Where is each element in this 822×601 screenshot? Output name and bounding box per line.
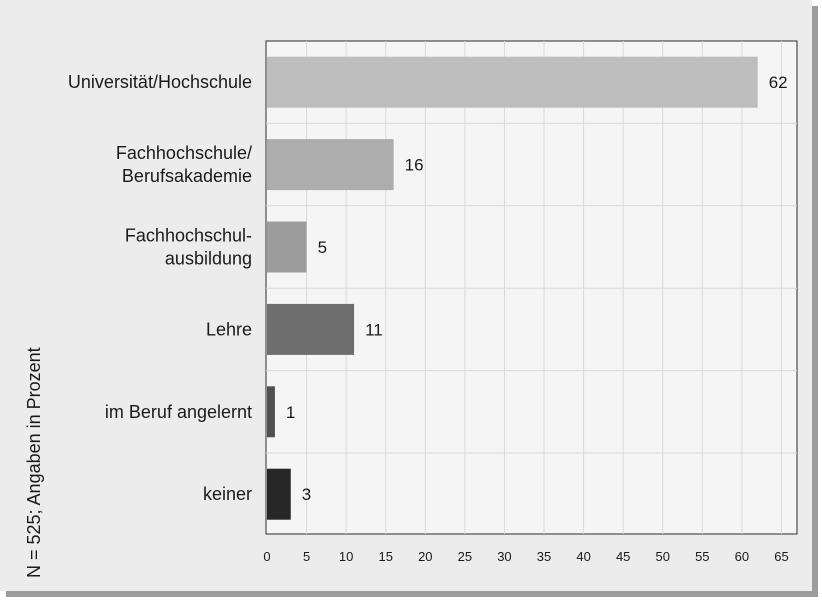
category-label: Fachhochschule/Berufsakademie: [116, 143, 252, 186]
x-axis-ticks: 0 5 10 15 20 25 30 35 40 45 50 55 60 65: [263, 549, 788, 564]
sample-size-note: N = 525; Angaben in Prozent: [24, 347, 44, 578]
bar: [267, 221, 307, 273]
category-labels: Universität/Hochschule Fachhochschule/Ber…: [68, 72, 252, 504]
bar: [267, 56, 758, 108]
x-tick-label: 5: [303, 549, 310, 564]
x-tick-label: 30: [497, 549, 511, 564]
x-tick-label: 40: [576, 549, 590, 564]
grid-lines: [266, 41, 797, 534]
bar-value-label: 16: [405, 156, 424, 175]
bar: [267, 303, 355, 355]
x-tick-label: 15: [378, 549, 392, 564]
x-tick-label: 45: [616, 549, 630, 564]
x-tick-label: 0: [263, 549, 270, 564]
x-tick-label: 10: [339, 549, 353, 564]
bar-chart: Universität/Hochschule Fachhochschule/Ber…: [24, 40, 798, 578]
bar-value-label: 62: [769, 73, 788, 92]
x-tick-label: 20: [418, 549, 432, 564]
bar: [267, 139, 394, 191]
category-label: Universität/Hochschule: [68, 72, 252, 92]
x-tick-label: 60: [735, 549, 749, 564]
x-tick-label: 65: [774, 549, 788, 564]
x-tick-label: 55: [695, 549, 709, 564]
category-label: im Beruf angelernt: [105, 402, 252, 422]
x-tick-label: 50: [656, 549, 670, 564]
category-label: Fachhochschul-ausbildung: [125, 226, 252, 269]
x-tick-label: 35: [537, 549, 551, 564]
category-label: Lehre: [206, 319, 252, 339]
x-tick-label: 25: [458, 549, 472, 564]
category-label: keiner: [203, 484, 252, 504]
chart-frame: Universität/Hochschule Fachhochschule/Ber…: [0, 0, 812, 591]
bar-value-label: 3: [302, 485, 311, 504]
bar: [267, 386, 275, 438]
bar: [267, 468, 291, 520]
bar-value-label: 11: [365, 320, 383, 339]
bar-value-label: 5: [318, 238, 327, 257]
bar-value-label: 1: [286, 403, 295, 422]
bars-group: [267, 56, 758, 520]
